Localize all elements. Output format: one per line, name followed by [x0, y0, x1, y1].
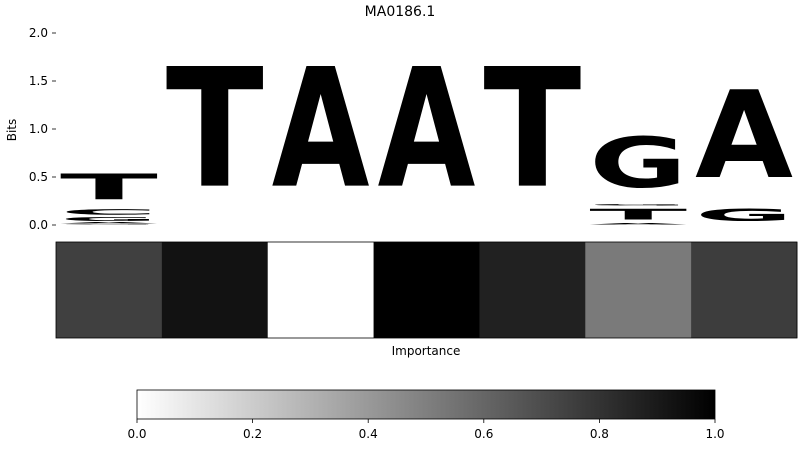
- logo-letter-g: G: [589, 204, 687, 206]
- logo-letter-g: G: [60, 224, 158, 225]
- heatmap-cell: [267, 242, 375, 338]
- logo-letter-t: T: [60, 166, 158, 207]
- logo-y-tick-label: 0.0: [29, 218, 48, 232]
- colorbar: [136, 389, 716, 420]
- logo-y-tick-label: 0.5: [29, 170, 48, 184]
- colorbar-tick-label: 0.2: [243, 427, 262, 441]
- logo-letter-a: A: [272, 33, 370, 225]
- colorbar-ticks: 0.0 0.2 0.4 0.6 0.8 1.0: [127, 419, 725, 441]
- colorbar-tick-label: 0.6: [474, 427, 493, 441]
- colorbar-tick-label: 0.8: [590, 427, 609, 441]
- logo-y-axis-label: Bits: [5, 119, 19, 142]
- heatmap-cell: [56, 242, 163, 338]
- heatmap-cell: [691, 242, 798, 338]
- colorbar-tick-label: 1.0: [705, 427, 724, 441]
- logo-y-tick-label: 1.5: [29, 74, 48, 88]
- colorbar-tick-label: 0.4: [359, 427, 378, 441]
- logo-y-tick-label: 1.0: [29, 122, 48, 136]
- heatmap-cell: [161, 242, 269, 338]
- logo-letter-g: G: [695, 206, 793, 225]
- heatmap-cell: [479, 242, 586, 338]
- logo-y-axis: 0.0 0.5 1.0 1.5 2.0: [29, 26, 56, 232]
- logo-title: MA0186.1: [365, 4, 436, 20]
- heatmap-x-axis-label: Importance: [392, 344, 461, 358]
- heatmap-border: [55, 241, 798, 339]
- logo-letter-g: G: [589, 123, 687, 204]
- logo-letter-g: G: [60, 216, 158, 222]
- logo-letter-t: T: [589, 206, 687, 223]
- importance-heatmap: [55, 241, 798, 339]
- logo-y-tick-label: 2.0: [29, 26, 48, 40]
- logo-letter-t: T: [166, 34, 264, 225]
- logo-letter-a: A: [378, 33, 476, 225]
- colorbar-tick-label: 0.0: [127, 427, 146, 441]
- logo-letter-a: A: [589, 223, 687, 225]
- logo-letter-c: C: [60, 208, 158, 217]
- logo-letter-a: A: [695, 66, 793, 207]
- heatmap-cell: [373, 242, 480, 338]
- logo-letter-t: T: [483, 34, 581, 225]
- logo-letter-a: A: [60, 222, 158, 224]
- heatmap-cell: [585, 242, 692, 338]
